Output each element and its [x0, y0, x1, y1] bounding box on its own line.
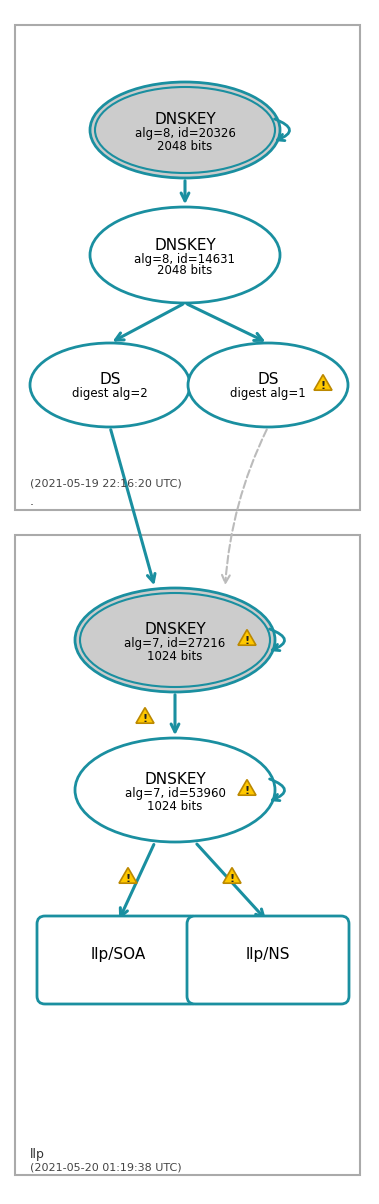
Text: !: ! [229, 874, 235, 884]
Polygon shape [136, 708, 154, 724]
Text: 2048 bits: 2048 bits [157, 140, 213, 153]
Text: DNSKEY: DNSKEY [144, 622, 206, 637]
Ellipse shape [90, 207, 280, 303]
Bar [15, 25, 360, 510]
Polygon shape [238, 630, 256, 645]
Ellipse shape [75, 588, 275, 692]
Text: DNSKEY: DNSKEY [154, 112, 216, 128]
Polygon shape [223, 868, 241, 884]
Text: alg=7, id=53960: alg=7, id=53960 [125, 787, 226, 801]
Text: (2021-05-20 01:19:38 UTC): (2021-05-20 01:19:38 UTC) [30, 1163, 182, 1173]
FancyBboxPatch shape [187, 916, 349, 1004]
Text: alg=7, id=27216: alg=7, id=27216 [124, 637, 226, 650]
Text: alg=8, id=20326: alg=8, id=20326 [135, 128, 235, 141]
Text: !: ! [244, 786, 249, 796]
Ellipse shape [30, 343, 190, 427]
Text: DS: DS [99, 372, 121, 386]
Text: 1024 bits: 1024 bits [147, 649, 203, 662]
Polygon shape [238, 780, 256, 795]
Text: DNSKEY: DNSKEY [144, 773, 206, 787]
Text: DS: DS [257, 372, 279, 386]
Ellipse shape [75, 738, 275, 842]
Text: alg=8, id=14631: alg=8, id=14631 [135, 253, 235, 266]
Polygon shape [314, 374, 332, 390]
Text: !: ! [244, 636, 249, 647]
Text: digest alg=1: digest alg=1 [230, 386, 306, 400]
Text: llp/SOA: llp/SOA [90, 946, 146, 962]
Bar [15, 535, 360, 1175]
Polygon shape [119, 868, 137, 884]
Text: DNSKEY: DNSKEY [154, 237, 216, 253]
Text: !: ! [143, 714, 147, 724]
Text: !: ! [125, 874, 130, 884]
Text: (2021-05-19 22:16:20 UTC): (2021-05-19 22:16:20 UTC) [30, 478, 182, 488]
Text: llp: llp [30, 1147, 45, 1161]
FancyBboxPatch shape [37, 916, 199, 1004]
Text: 2048 bits: 2048 bits [157, 265, 213, 277]
Ellipse shape [90, 82, 280, 178]
Text: .: . [30, 495, 34, 508]
Ellipse shape [188, 343, 348, 427]
Text: !: ! [320, 380, 326, 391]
Text: 1024 bits: 1024 bits [147, 799, 203, 813]
Text: llp/NS: llp/NS [246, 946, 290, 962]
Text: digest alg=2: digest alg=2 [72, 386, 148, 400]
